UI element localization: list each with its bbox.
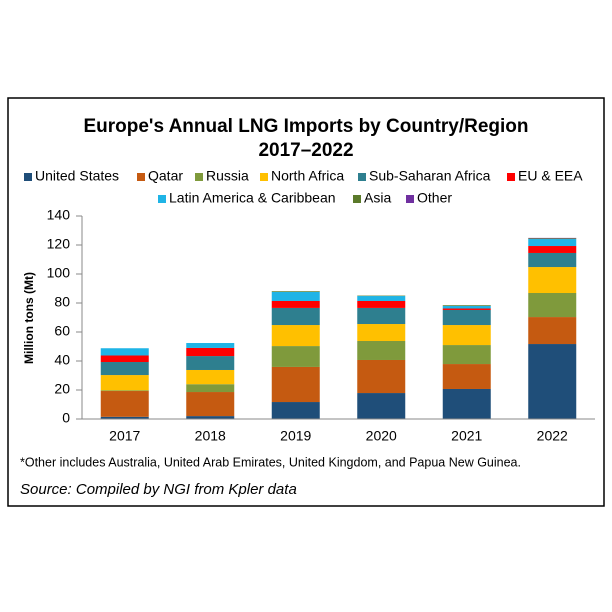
legend-label: Sub-Saharan Africa	[369, 168, 491, 184]
bar-segment	[186, 416, 235, 419]
bar-segment	[271, 307, 320, 326]
legend-label: North Africa	[271, 168, 344, 184]
source: Source: Compiled by NGI from Kpler data	[20, 481, 297, 498]
legend-swatch	[24, 173, 32, 181]
bar-segment	[528, 239, 577, 247]
bar-segment	[186, 356, 235, 370]
bar-segment	[271, 402, 320, 419]
bar-segment	[271, 291, 320, 292]
y-tick-label: 120	[47, 236, 71, 252]
x-tick-label: 2021	[451, 428, 482, 444]
bar-segment	[528, 317, 577, 345]
bar-segment	[442, 345, 491, 365]
bar-segment	[442, 305, 491, 309]
bar-segment	[271, 366, 320, 403]
bar-segment	[442, 325, 491, 346]
legend-swatch	[195, 173, 203, 181]
bar-segment	[528, 267, 577, 293]
bar-segment	[186, 343, 235, 348]
legend-swatch	[353, 195, 361, 203]
legend-label: Other	[417, 190, 452, 206]
y-tick-label: 40	[54, 352, 70, 368]
legend-label: EU & EEA	[518, 168, 583, 184]
legend-label: Asia	[364, 190, 391, 206]
bar-segment	[186, 369, 235, 385]
legend-label: Russia	[206, 168, 249, 184]
bar-segment	[442, 308, 491, 310]
bar-segment	[442, 388, 491, 419]
y-tick-label: 80	[54, 294, 70, 310]
bar-segment	[528, 344, 577, 419]
legend-label: Latin America & Caribbean	[169, 190, 336, 206]
legend-swatch	[158, 195, 166, 203]
bar-segment	[528, 238, 577, 240]
y-tick-label: 0	[62, 410, 70, 426]
bar-segment	[357, 307, 406, 325]
y-tick-label: 100	[47, 265, 71, 281]
chart-subtitle: 2017–2022	[258, 140, 353, 161]
bar-segment	[186, 392, 235, 417]
bar-segment	[442, 305, 491, 306]
bar-segment	[271, 325, 320, 347]
bar-segment	[442, 364, 491, 389]
y-tick-label: 60	[54, 323, 70, 339]
bar-segment	[186, 384, 235, 393]
legend-label: Qatar	[148, 168, 183, 184]
bar-segment	[100, 391, 149, 417]
y-tick-label: 140	[47, 207, 71, 223]
bar-segment	[271, 300, 320, 308]
bar-segment	[528, 246, 577, 253]
footnote: *Other includes Australia, United Arab E…	[20, 455, 521, 469]
bar-segment	[100, 348, 149, 356]
x-tick-label: 2022	[537, 428, 568, 444]
bar-segment	[357, 300, 406, 308]
legend-swatch	[507, 173, 515, 181]
bar-segment	[100, 375, 149, 391]
bar-segment	[357, 296, 406, 301]
bar-segment	[100, 362, 149, 376]
legend-swatch	[137, 173, 145, 181]
bar-segment	[357, 393, 406, 419]
legend-swatch	[406, 195, 414, 203]
bar-segment	[100, 355, 149, 363]
bar-segment	[100, 416, 149, 419]
bar-segment	[357, 324, 406, 341]
legend-swatch	[358, 173, 366, 181]
x-tick-label: 2020	[366, 428, 397, 444]
x-tick-label: 2018	[195, 428, 226, 444]
legend-label: United States	[35, 168, 119, 184]
bar-segment	[271, 346, 320, 367]
x-tick-label: 2017	[109, 428, 140, 444]
chart-title: Europe's Annual LNG Imports by Country/R…	[83, 116, 528, 137]
bar-segment	[100, 390, 149, 392]
x-tick-label: 2019	[280, 428, 311, 444]
bar-segment	[186, 347, 235, 357]
chart-frame	[7, 97, 605, 507]
y-axis-label: Million tons (Mt)	[22, 272, 36, 364]
legend-swatch	[260, 173, 268, 181]
bar-segment	[357, 340, 406, 360]
y-tick-label: 20	[54, 381, 70, 397]
bar-segment	[357, 359, 406, 394]
bar-segment	[528, 292, 577, 318]
bar-segment	[528, 252, 577, 268]
bar-segment	[271, 291, 320, 301]
bar-segment	[442, 309, 491, 326]
